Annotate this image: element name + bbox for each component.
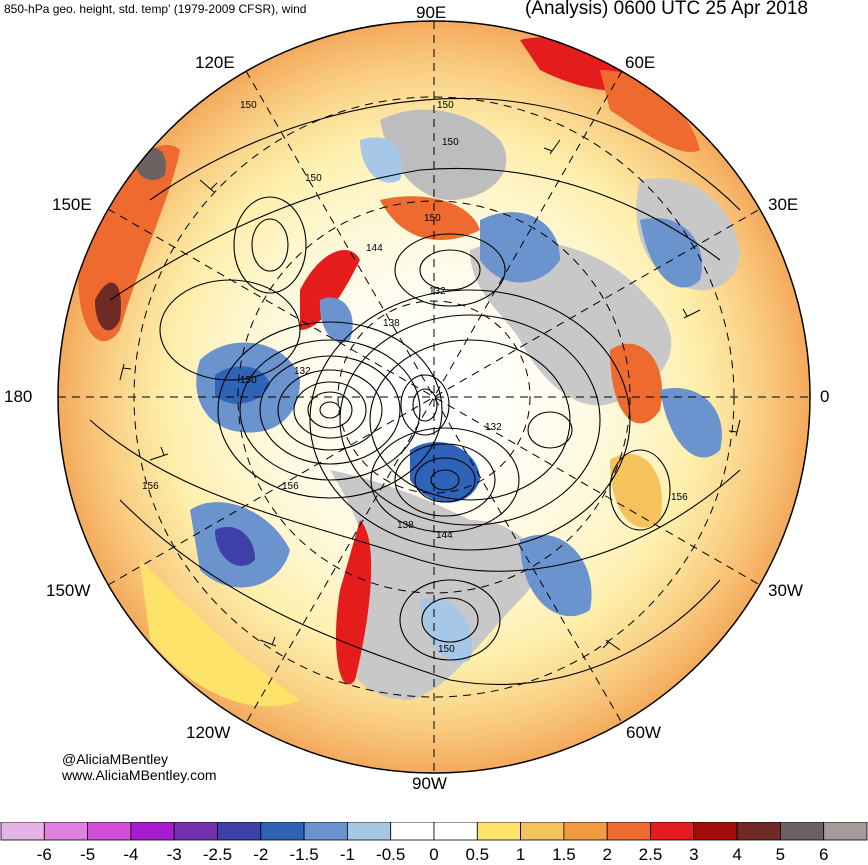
colorbar-tick-label: 4 [732, 845, 741, 864]
lon-label-90w: 90W [412, 774, 447, 793]
lon-label-60e: 60E [625, 53, 655, 72]
colorbar-tick-label: 6 [819, 845, 828, 864]
wind-barbs [119, 139, 741, 651]
lon-label-0: 0 [820, 387, 829, 406]
contour-label: 150 [424, 213, 441, 224]
contour-label: 138 [383, 318, 400, 329]
colorbar-swatch [563, 822, 608, 841]
colorbar-swatch [736, 822, 781, 841]
colorbar-swatch [0, 822, 45, 841]
colorbar-tick-label: 2.5 [639, 845, 663, 864]
colorbar-swatch [130, 822, 175, 841]
lon-label-60w: 60W [626, 723, 661, 742]
colorbar-tick-label: 3 [689, 845, 698, 864]
colorbar-tick-label: -5 [80, 845, 95, 864]
lon-label-150w: 150W [46, 581, 90, 600]
colorbar-swatch [476, 822, 521, 841]
lon-label-30w: 30W [768, 581, 803, 600]
colorbar-swatch [346, 822, 392, 841]
colorbar-swatch [43, 822, 88, 841]
contour-label: 150 [240, 100, 257, 111]
lon-label-120e: 120E [195, 53, 235, 72]
lon-label-120w: 120W [186, 723, 230, 742]
polar-map: 150 150 150 150 150 144 132 138 132 150 … [4, 3, 829, 793]
lon-label-150e: 150E [52, 195, 92, 214]
contour-label: 138 [397, 520, 414, 531]
colorbar-tick-label: -2 [253, 845, 268, 864]
colorbar-swatch [780, 822, 825, 841]
colorbar-swatch [520, 822, 565, 841]
contour-label: 132 [485, 422, 502, 433]
colorbar-tick-label: -6 [37, 845, 52, 864]
colorbar-tick-label: -1.5 [289, 845, 318, 864]
colorbar-swatch [823, 822, 868, 841]
colorbar-swatch [650, 822, 695, 841]
contour-label: 132 [294, 366, 311, 377]
longitude-labels: 90E 60E 30E 0 30W 60W 90W 120W 150W 180 … [4, 3, 829, 793]
colorbar-tick-label: -3 [167, 845, 182, 864]
colorbar-tick-label: -1 [340, 845, 355, 864]
colorbar-tick-label: 1.5 [552, 845, 576, 864]
colorbar-swatch [217, 822, 262, 841]
colorbar-tick-label: 0 [429, 845, 438, 864]
contour-label: 150 [305, 173, 322, 184]
colorbar: -6 -5 -4 -3 -2.5 -2 -1.5 -1 -0.5 0 0.5 1 1.5 2 2.5 3 4 5 6 [0, 822, 868, 864]
contour-label: 132 [429, 286, 446, 297]
colorbar-tick-label: 5 [776, 845, 785, 864]
analysis-time: (Analysis) 0600 UTC 25 Apr 2018 [524, 0, 808, 19]
credit-website: www.AliciaMBentley.com [62, 767, 217, 783]
colorbar-tick-label: -0.5 [376, 845, 405, 864]
colorbar-swatch [433, 822, 478, 841]
contour-label: 156 [282, 481, 299, 492]
height-contours [89, 97, 741, 685]
colorbar-tick-label: 1 [516, 845, 525, 864]
contour-label-group: 150 150 150 150 150 144 132 138 132 150 … [142, 100, 688, 655]
contour-label: 156 [142, 481, 159, 492]
lon-label-30e: 30E [768, 195, 798, 214]
colorbar-swatch [390, 822, 435, 841]
map-border [57, 20, 811, 774]
colorbar-tick-label: 2 [602, 845, 611, 864]
contour-label: 156 [671, 492, 688, 503]
contour-label: 150 [240, 375, 257, 386]
colorbar-swatch [87, 822, 132, 841]
colorbar-tick-label: 0.5 [465, 845, 489, 864]
contour-label: 144 [436, 530, 453, 541]
contour-label: 144 [366, 243, 383, 254]
lon-label-90e: 90E [416, 3, 446, 22]
map-title: 850-hPa geo. height, std. temp' (1979-20… [4, 2, 307, 16]
colorbar-swatch [606, 822, 651, 841]
contour-label: 150 [442, 137, 459, 148]
contour-label: 150 [437, 100, 454, 111]
graticule [58, 21, 810, 773]
colorbar-swatch [693, 822, 738, 841]
colorbar-swatch [173, 822, 218, 841]
lon-label-180: 180 [4, 387, 32, 406]
colorbar-swatch [303, 822, 348, 841]
contour-label: 150 [438, 644, 455, 655]
colorbar-tick-label: -2.5 [203, 845, 232, 864]
colorbar-tick-label: -4 [123, 845, 138, 864]
colorbar-swatch [260, 822, 305, 841]
credit-handle: @AliciaMBentley [62, 751, 169, 767]
